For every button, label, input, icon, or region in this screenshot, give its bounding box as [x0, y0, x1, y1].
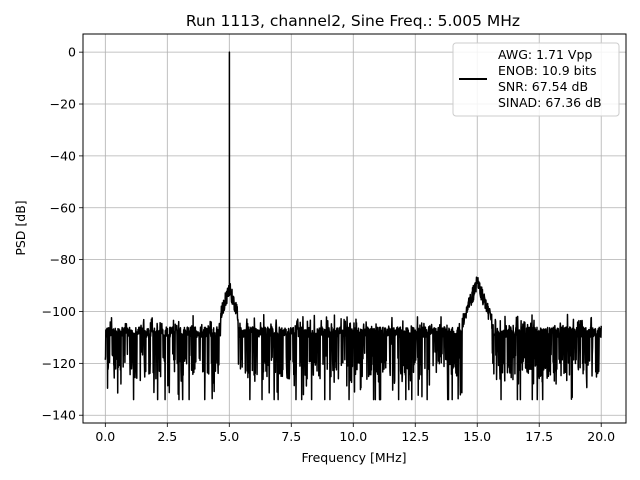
x-tick-label: 7.5	[281, 429, 301, 444]
x-tick-label: 2.5	[157, 429, 177, 444]
plot-frame	[82, 33, 627, 424]
chart-title: Run 1113, channel2, Sine Freq.: 5.005 MH…	[186, 12, 520, 30]
y-axis-label: PSD [dB]	[13, 200, 28, 255]
x-tick-label: 0.0	[95, 429, 115, 444]
x-axis-label: Frequency [MHz]	[301, 450, 406, 465]
y-tick-label: −20	[50, 97, 76, 112]
y-tick-label: −140	[42, 408, 76, 423]
x-tick-label: 12.5	[401, 429, 429, 444]
x-tick-label: 15.0	[463, 429, 491, 444]
legend: AWG: 1.71 Vpp ENOB: 10.9 bits SNR: 67.54…	[452, 42, 620, 117]
x-tick-label: 17.5	[525, 429, 553, 444]
y-tick-label: −120	[42, 356, 76, 371]
y-tick-label: 0	[68, 45, 76, 60]
psd-trace	[104, 51, 602, 401]
y-tick-label: −80	[50, 252, 76, 267]
legend-line-sinad: SINAD: 67.36 dB	[498, 95, 602, 110]
y-tick-label: −100	[42, 304, 76, 319]
psd-line	[104, 51, 602, 401]
y-axis-ticks: 0 −20 −40 −60 −80 −100 −120 −140	[42, 45, 83, 423]
y-tick-label: −60	[50, 200, 76, 215]
legend-box	[452, 42, 620, 117]
legend-line-enob: ENOB: 10.9 bits	[498, 63, 596, 78]
grid	[83, 34, 626, 423]
x-tick-label: 20.0	[587, 429, 615, 444]
x-tick-label: 10.0	[339, 429, 367, 444]
x-axis-ticks: 0.0 2.5 5.0 7.5 10.0 12.5 15.0 17.5 20.0	[95, 423, 615, 444]
legend-line-snr: SNR: 67.54 dB	[498, 79, 588, 94]
legend-line-awg: AWG: 1.71 Vpp	[498, 47, 592, 62]
x-tick-label: 5.0	[219, 429, 239, 444]
y-tick-label: −40	[50, 148, 76, 163]
